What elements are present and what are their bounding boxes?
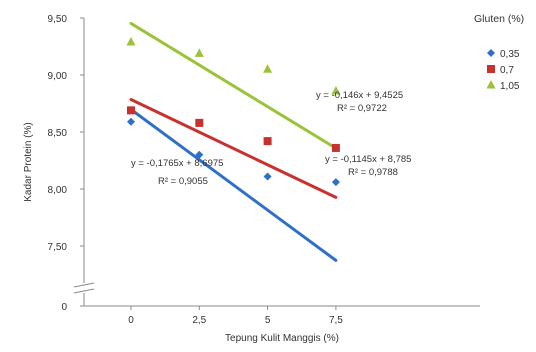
legend-title: Gluten (%)	[474, 13, 524, 25]
data-point	[195, 150, 204, 159]
y-tick-label: 9,50	[48, 14, 68, 25]
equation-labels: y = -0,1765x + 8,6975 R² = 0,9055 y = -0,1…	[131, 90, 411, 187]
y-axis-title: Kadar Protein (%)	[23, 122, 34, 201]
trendline-r2: R² = 0,9055	[158, 176, 208, 187]
trendline-equation: y = -0,1145x + 8,785	[325, 154, 411, 165]
legend-marker	[487, 65, 495, 73]
y-tick-label: 7,50	[48, 242, 68, 253]
x-tick-label: 2,5	[192, 315, 206, 326]
y-tick-label: 0	[61, 302, 67, 313]
legend-label: 0,35	[500, 49, 520, 60]
data-point	[263, 137, 272, 146]
y-tick-label: 8,00	[48, 185, 68, 196]
data-point	[331, 178, 340, 187]
data-point	[126, 36, 136, 46]
y-tick-label: 8,50	[48, 128, 68, 139]
y-ticks: 0 7,50 8,00 8,50 9,00 9,50	[48, 14, 84, 313]
data-markers	[126, 36, 341, 187]
data-point	[331, 85, 341, 95]
x-tick-label: 0	[128, 315, 134, 326]
data-point	[194, 48, 204, 57]
x-tick-label: 7,5	[329, 315, 343, 326]
trendline-r2: R² = 0,9722	[337, 103, 387, 114]
trendline-0-7	[129, 98, 338, 199]
trendline-0-35	[129, 107, 338, 262]
legend-label: 1,05	[500, 81, 520, 92]
legend: 0,35 0,7 1,05	[486, 49, 520, 92]
trendlines	[129, 21, 338, 262]
x-axis-title: Tepung Kulit Manggis (%)	[225, 333, 339, 344]
y-tick-label: 9,00	[48, 71, 68, 82]
axis-break-mark	[73, 282, 95, 294]
data-point	[127, 106, 135, 115]
data-point	[195, 118, 204, 127]
trendline-equation: y = -0,146x + 9,4525	[316, 90, 403, 101]
legend-marker	[487, 49, 495, 57]
trendline-equation: y = -0,1765x + 8,6975	[131, 158, 223, 169]
legend-marker	[486, 80, 496, 89]
legend-label: 0,7	[500, 65, 514, 76]
trendline-r2: R² = 0,9788	[348, 167, 398, 178]
data-point	[263, 172, 272, 181]
data-point	[263, 64, 273, 73]
data-point	[127, 117, 135, 126]
trendline-1-05	[129, 21, 338, 150]
data-point	[331, 143, 340, 152]
x-tick-label: 5	[265, 315, 271, 326]
x-ticks: 0 2,5 5 7,5	[128, 306, 343, 326]
